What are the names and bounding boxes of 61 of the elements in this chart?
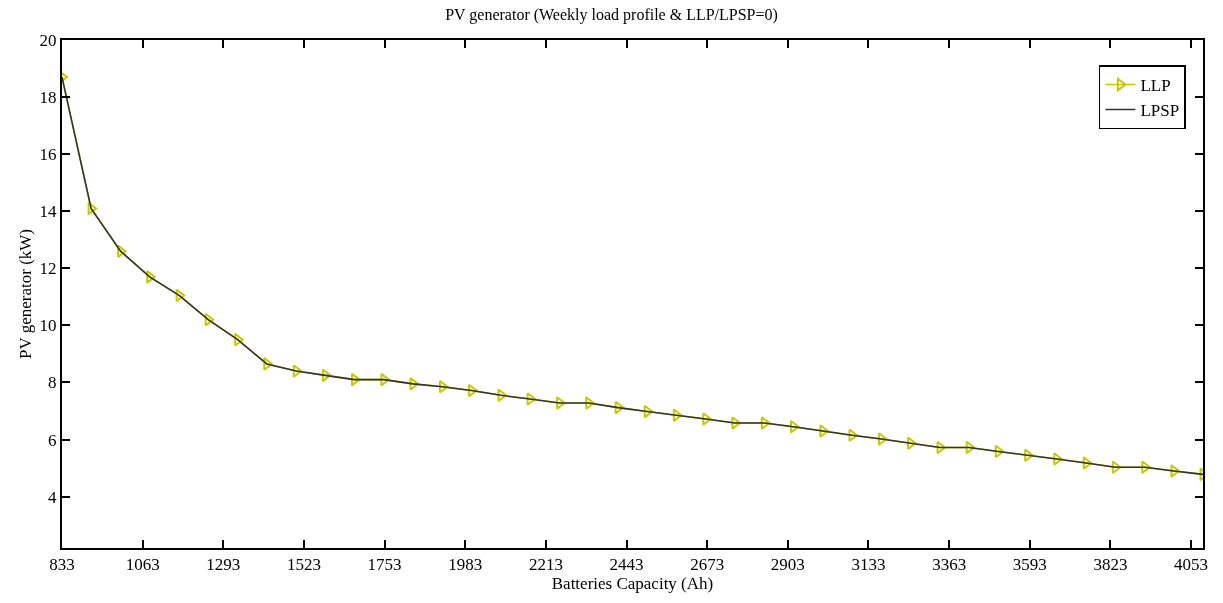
- point: [409, 377, 419, 391]
- point: [877, 432, 888, 446]
- point: [321, 368, 332, 383]
- point: [497, 388, 508, 403]
- point: [87, 201, 98, 216]
- x-tick-label: 1063: [125, 555, 160, 575]
- chart-title: PV generator (Weekly load profile & LLP/LPSP=0): [445, 6, 778, 25]
- y-tick-label: 12: [39, 259, 57, 279]
- y-tick-label: 20: [39, 30, 57, 50]
- x-axis-title: Batteries Capacity (Ah): [551, 574, 714, 594]
- point: [1082, 456, 1093, 470]
- point: [1053, 452, 1063, 466]
- point: [819, 424, 829, 438]
- point: [672, 408, 683, 423]
- point: [292, 364, 303, 378]
- x-tick-label: 4053: [1174, 555, 1209, 575]
- point: [263, 357, 273, 371]
- point: [146, 270, 156, 284]
- x-tick-label: 3133: [851, 555, 886, 575]
- x-tick-label: 833: [49, 555, 75, 575]
- point: [1141, 460, 1151, 474]
- point: [438, 379, 449, 394]
- point: [1170, 464, 1180, 478]
- point: [556, 396, 566, 410]
- legend-label: LLP: [1140, 76, 1171, 96]
- point: [731, 416, 741, 430]
- point: [760, 416, 771, 430]
- point: [789, 419, 800, 434]
- x-tick-label: 3363: [932, 555, 967, 575]
- x-tick-label: 1983: [448, 555, 483, 575]
- y-tick-label: 6: [48, 430, 57, 450]
- point: [204, 312, 215, 327]
- point: [702, 412, 712, 426]
- point: [585, 396, 595, 410]
- x-tick-label: 2903: [770, 555, 805, 575]
- x-tick-label: 2443: [609, 555, 644, 575]
- x-tick-label: 2213: [528, 555, 563, 575]
- x-tick-label: 1523: [286, 555, 321, 575]
- y-tick-label: 8: [48, 373, 57, 393]
- point: [1111, 460, 1122, 474]
- y-tick-label: 16: [39, 145, 57, 165]
- x-tick-label: 3593: [1012, 555, 1047, 575]
- point: [994, 444, 1005, 459]
- y-tick-label: 4: [48, 487, 58, 507]
- y-axis-title: PV generator (kW): [15, 229, 35, 359]
- point: [965, 440, 976, 455]
- x-tick-label: 2673: [690, 555, 725, 575]
- point: [643, 404, 654, 419]
- x-tick-label: 1753: [367, 555, 402, 575]
- y-tick-label: 10: [39, 316, 57, 336]
- point: [350, 372, 361, 387]
- point: [175, 288, 186, 303]
- point: [526, 392, 537, 406]
- x-tick-label: 3823: [1093, 555, 1128, 575]
- legend-label: LPSP: [1140, 101, 1180, 121]
- y-tick-label: 14: [39, 202, 58, 222]
- y-tick-label: 18: [39, 88, 57, 108]
- point: [117, 244, 127, 258]
- point: [614, 400, 625, 415]
- x-tick-label: 1293: [206, 555, 241, 575]
- point: [936, 440, 947, 455]
